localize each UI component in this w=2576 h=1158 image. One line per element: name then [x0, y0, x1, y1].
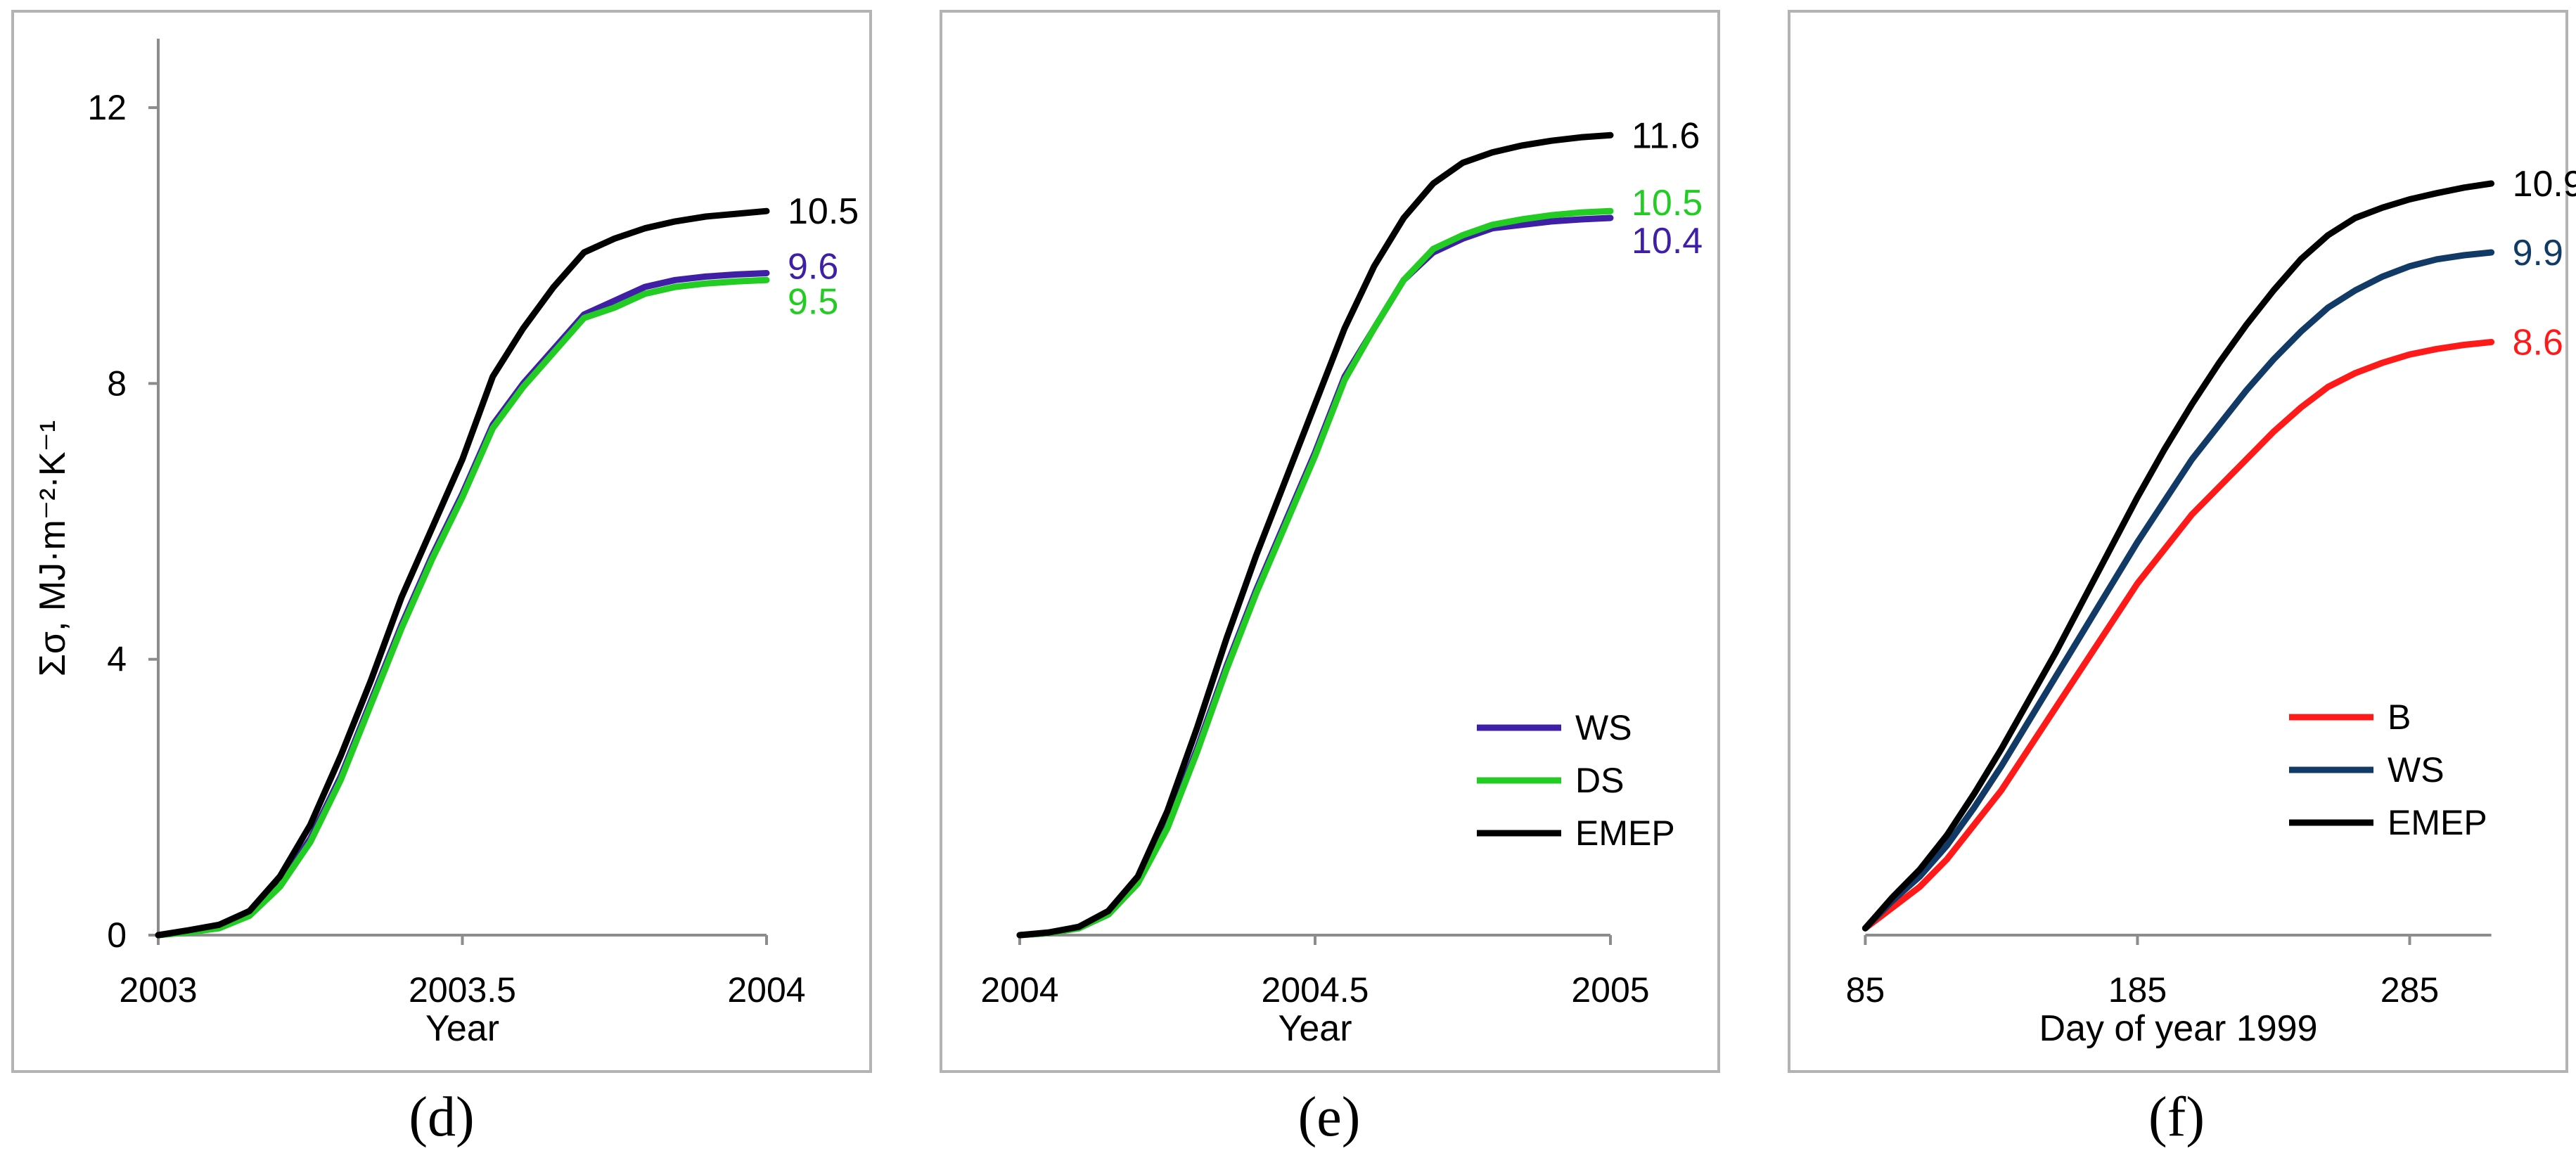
plot-e: 2004 2004.5 2005 Year 10.410.5 11.6 WS DS EMEP [980, 115, 1703, 1049]
x-tick-label: 285 [2380, 970, 2439, 1010]
series-line-emep [1861, 180, 2495, 932]
plot-f: 85 185 285 Day of year 1999 8.6 9.9 10.9 B WS EME… [1846, 164, 2576, 1049]
y-tick-label: 0 [107, 915, 127, 955]
end-label-ds: 10.5 [1632, 183, 1703, 224]
legend-label-ws: WS [2388, 750, 2444, 790]
x-axis-title: Year [1278, 1008, 1352, 1049]
panel-e: 2004 2004.5 2005 Year 10.410.5 11.6 WS DS EMEP (… [940, 10, 1720, 1148]
end-label-b: 8.6 [2513, 323, 2563, 364]
x-tick-label: 85 [1846, 970, 1885, 1010]
x-tick-label: 2004 [727, 970, 805, 1010]
y-axis-title: Σσ, MJ·m⁻²·K⁻¹ [32, 420, 73, 677]
x-tick-label: 185 [2108, 970, 2167, 1010]
end-label-ws: 9.6 [788, 246, 838, 287]
end-label-emep: 11.6 [1632, 115, 1700, 156]
series-line-emep [155, 207, 770, 939]
series-line-emep [1016, 131, 1614, 939]
end-label-ws: 9.9 [2513, 233, 2563, 274]
end-label-emep: 10.9 [2513, 164, 2576, 205]
x-tick-label: 2004.5 [1262, 970, 1369, 1010]
plot-d: 2003 2003.5 2004 Year 0 4 8 12 9.69.5 10.5 [87, 39, 859, 1049]
panel-d: 2003 2003.5 2004 Year 0 4 8 12 9.69.5 10.5 Σσ, MJ… [11, 10, 872, 1148]
series-line-ds [155, 276, 770, 939]
panel-f-letter: (f) [2148, 1086, 2205, 1148]
x-tick-label: 2004 [980, 970, 1058, 1010]
x-tick-label: 2005 [1571, 970, 1649, 1010]
x-tick-label: 2003 [119, 970, 197, 1010]
panel-e-frame [940, 10, 1720, 1073]
panel-f-frame [1788, 10, 2568, 1073]
legend-label-emep: EMEP [1575, 813, 1675, 853]
x-tick-label: 2003.5 [409, 970, 516, 1010]
panel-d-letter: (d) [409, 1086, 474, 1148]
panel-f: 85 185 285 Day of year 1999 8.6 9.9 10.9 B WS EME… [1788, 10, 2576, 1148]
legend-label-ds: DS [1575, 761, 1624, 800]
y-tick-label: 8 [107, 364, 127, 403]
y-tick-label: 4 [107, 640, 127, 679]
y-tick-label: 12 [87, 88, 127, 127]
end-label-ds: 9.5 [788, 281, 838, 322]
x-axis-title: Day of year 1999 [2039, 1008, 2317, 1049]
x-axis-title: Year [425, 1008, 499, 1049]
end-label-ws: 10.4 [1632, 221, 1703, 262]
end-label-emep: 10.5 [788, 191, 859, 232]
series-line-b [1861, 339, 2495, 932]
series-line-ws [1861, 249, 2495, 932]
panel-e-letter: (e) [1298, 1086, 1361, 1148]
legend-label-ws: WS [1575, 708, 1632, 747]
legend-label-b: B [2388, 697, 2411, 737]
legend-label-emep: EMEP [2388, 803, 2487, 842]
